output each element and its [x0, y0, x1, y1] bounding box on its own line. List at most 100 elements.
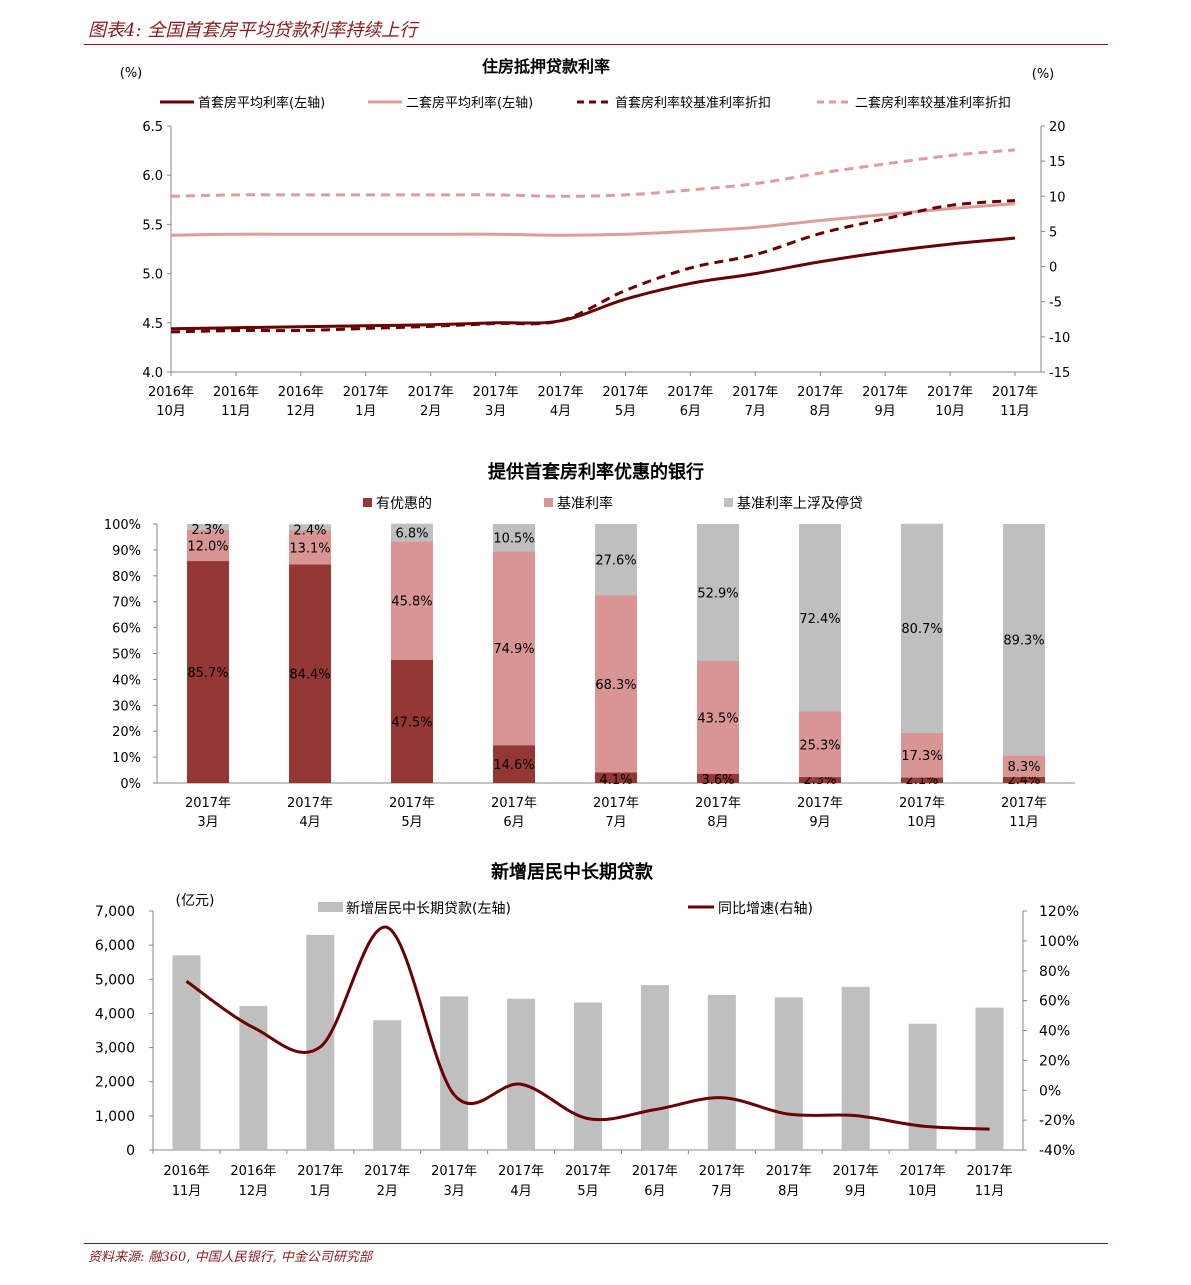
y-tick-label-right: -5: [1049, 296, 1062, 311]
bar: [640, 985, 669, 1150]
y-axis-unit-right: (%): [1032, 67, 1055, 82]
y-tick-label: 70%: [112, 596, 141, 611]
x-tick-label: 2017年: [766, 1164, 812, 1179]
x-tick-label: 6月: [644, 1184, 665, 1199]
bar-segment: [391, 523, 433, 542]
legend-swatch: [724, 498, 733, 507]
data-label: 6.8%: [395, 527, 428, 542]
x-tick-label: 11月: [975, 1184, 1005, 1199]
x-tick-label: 2017年: [593, 796, 639, 811]
data-label: 10.5%: [493, 532, 534, 547]
x-tick-label: 2017年: [185, 796, 231, 811]
bar-segment: [595, 524, 637, 596]
bar: [507, 998, 536, 1150]
legend-swatch: [318, 902, 343, 912]
figure-title: 图表4: 全国首套房平均贷款利率持续上行: [88, 20, 418, 41]
data-label: 85.7%: [187, 666, 228, 681]
legend-label: 二套房利率较基准利率折扣: [855, 95, 1011, 111]
bar-segment: [493, 551, 535, 746]
data-label: 3.6%: [701, 773, 734, 788]
bar-segment: [187, 524, 229, 530]
data-label: 84.4%: [289, 668, 330, 683]
x-tick-label: 1月: [310, 1184, 331, 1199]
y-tick-label-left: 6,000: [95, 938, 135, 954]
data-label: 80.7%: [901, 622, 942, 637]
data-label: 47.5%: [391, 715, 432, 730]
chart-title: 住房抵押贷款利率: [482, 57, 610, 76]
x-tick-label: 7月: [605, 815, 626, 830]
x-tick-label: 4月: [550, 404, 571, 419]
x-tick-label: 12月: [286, 404, 316, 419]
legend-label: 基准利率上浮及停贷: [737, 495, 863, 512]
y-tick-label-right: -15: [1049, 366, 1070, 381]
y-tick-label: 10%: [112, 751, 141, 766]
bar-segment: [1003, 524, 1045, 756]
y-tick-label-left: 7,000: [95, 904, 135, 920]
bar: [239, 1005, 268, 1150]
x-tick-label: 5月: [615, 404, 636, 419]
bar-segment: [595, 772, 637, 783]
x-tick-label: 2017年: [473, 385, 519, 400]
bar-segment: [799, 777, 841, 783]
bar-segment: [289, 524, 331, 531]
y-tick-label-left: 6.5: [142, 120, 163, 135]
data-label: 14.6%: [493, 758, 534, 773]
x-tick-label: 8月: [810, 404, 831, 419]
y-tick-label: 50%: [112, 648, 141, 663]
bar: [908, 1023, 937, 1150]
bar-segment: [697, 661, 739, 774]
bar-segment: [799, 711, 841, 778]
x-tick-label: 2月: [377, 1184, 398, 1199]
x-tick-label: 2017年: [899, 796, 945, 811]
data-label: 72.4%: [799, 612, 840, 627]
x-tick-label: 10月: [907, 815, 937, 830]
x-tick-label: 2016年: [213, 385, 259, 400]
y-tick-label-left: 6.0: [142, 169, 163, 184]
x-tick-label: 9月: [809, 815, 830, 830]
x-tick-label: 10月: [908, 1184, 938, 1199]
x-tick-label: 2017年: [632, 1164, 678, 1179]
x-tick-label: 2017年: [287, 796, 333, 811]
x-tick-label: 2017年: [966, 1164, 1012, 1179]
y-tick-label-left: 0: [126, 1143, 135, 1159]
y-tick-label-right: 10: [1049, 190, 1066, 205]
y-tick-label: 60%: [112, 622, 141, 637]
data-label: 17.3%: [901, 749, 942, 764]
x-tick-label: 2017年: [797, 796, 843, 811]
x-tick-label: 2017年: [833, 1164, 879, 1179]
data-label: 12.0%: [187, 539, 228, 554]
bar-segment: [697, 773, 739, 783]
data-label: 45.8%: [391, 595, 432, 610]
x-tick-label: 3月: [485, 404, 506, 419]
legend-label: 首套房平均利率(左轴): [198, 95, 325, 111]
x-tick-label: 4月: [510, 1184, 531, 1199]
bar: [373, 1020, 402, 1150]
y-tick-label-left: 5.5: [142, 218, 163, 233]
legend-label: 新增居民中长期贷款(左轴): [346, 901, 511, 917]
data-label: 2.3%: [191, 523, 224, 538]
y-tick-label-right: 120%: [1039, 904, 1079, 920]
y-tick-label-left: 3,000: [95, 1041, 135, 1057]
x-tick-label: 6月: [503, 815, 524, 830]
data-label: 25.3%: [799, 738, 840, 753]
y-tick-label-right: 0: [1049, 261, 1057, 276]
y-tick-label-right: 100%: [1039, 934, 1079, 950]
y-tick-label: 20%: [112, 725, 141, 740]
legend-swatch: [363, 498, 372, 507]
bar: [306, 934, 335, 1150]
x-tick-label: 2017年: [992, 385, 1038, 400]
x-tick-label: 9月: [875, 404, 896, 419]
growth-line: [185, 925, 990, 1131]
bar: [774, 997, 803, 1150]
y-tick-label-right: 20: [1049, 120, 1066, 135]
bar-segment: [493, 745, 535, 783]
y-tick-label-right: 0%: [1039, 1083, 1061, 1099]
footer-divider: [84, 1243, 1108, 1244]
x-tick-label: 2017年: [364, 1164, 410, 1179]
bar-segment: [1003, 755, 1045, 777]
x-tick-label: 2017年: [408, 385, 454, 400]
series-line-2: [170, 199, 1016, 334]
x-tick-label: 11月: [172, 1184, 202, 1199]
